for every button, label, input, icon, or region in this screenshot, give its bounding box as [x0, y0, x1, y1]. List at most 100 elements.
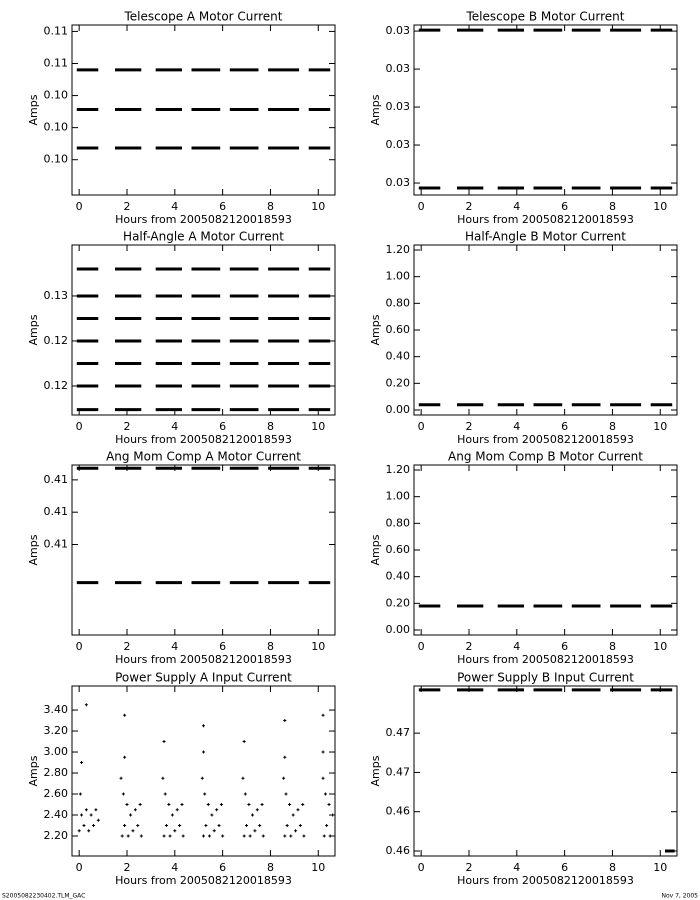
- data-point: [170, 813, 174, 817]
- data-point: [92, 824, 96, 828]
- data-point: [261, 834, 265, 838]
- x-tick-label: 0: [418, 420, 425, 433]
- data-point: [89, 813, 93, 817]
- plot-frame: [413, 24, 678, 196]
- y-tick-label: 0.12: [44, 334, 69, 347]
- y-tick-label: 0.20: [386, 596, 411, 609]
- x-tick-label: 6: [561, 200, 568, 213]
- y-axis-label: Amps: [27, 755, 40, 786]
- x-tick-label: 6: [219, 420, 226, 433]
- data-point: [294, 829, 298, 833]
- y-tick-label: 2.60: [44, 787, 69, 800]
- data-point: [288, 803, 292, 807]
- x-tick-label: 2: [465, 861, 472, 874]
- data-point: [325, 824, 329, 828]
- data-point: [96, 818, 100, 822]
- plot-frame: [413, 464, 678, 636]
- x-tick-label: 8: [267, 640, 274, 653]
- x-tick-label: 10: [653, 200, 667, 213]
- data-point: [202, 834, 205, 838]
- data-point: [164, 824, 168, 828]
- data-point: [206, 803, 210, 807]
- data-point: [121, 792, 125, 796]
- x-tick-label: 10: [311, 200, 325, 213]
- data-point: [131, 829, 135, 833]
- data-point: [253, 829, 257, 833]
- data-point: [203, 792, 207, 796]
- data-point: [282, 776, 286, 780]
- data-point: [258, 824, 262, 828]
- y-tick-label: 0.47: [386, 726, 411, 739]
- x-tick-label: 2: [123, 640, 130, 653]
- y-tick-label: 0.03: [386, 62, 411, 75]
- y-axis-label: Amps: [27, 314, 40, 345]
- data-point: [255, 808, 259, 812]
- data-point: [298, 824, 302, 828]
- data-point: [162, 834, 166, 838]
- x-tick-label: 6: [219, 200, 226, 213]
- x-tick-label: 6: [561, 861, 568, 874]
- y-tick-label: 0.60: [386, 323, 411, 336]
- data-point: [242, 834, 246, 838]
- y-tick-label: 0.03: [386, 24, 411, 37]
- data-point: [84, 808, 88, 812]
- y-tick-label: 3.40: [44, 703, 69, 716]
- data-point: [321, 713, 325, 717]
- x-tick-label: 4: [513, 861, 520, 874]
- data-point: [80, 813, 84, 817]
- x-tick-label: 2: [465, 640, 472, 653]
- data-point: [284, 792, 288, 796]
- data-point: [283, 755, 287, 759]
- data-point: [215, 808, 219, 812]
- data-point: [291, 813, 295, 817]
- data-point: [126, 834, 130, 838]
- y-tick-label: 0.00: [386, 623, 411, 636]
- x-tick-label: 8: [609, 861, 616, 874]
- data-point: [285, 824, 289, 828]
- x-tick-label: 8: [609, 640, 616, 653]
- data-point: [217, 824, 221, 828]
- x-tick-label: 2: [465, 420, 472, 433]
- data-point: [181, 834, 185, 838]
- y-tick-label: 0.60: [386, 543, 411, 556]
- x-tick-label: 0: [76, 861, 83, 874]
- data-point: [331, 813, 335, 817]
- data-point: [289, 834, 293, 838]
- data-point: [242, 740, 246, 744]
- plot-frame: [413, 244, 678, 416]
- data-point: [161, 776, 165, 780]
- x-tick-label: 4: [513, 200, 520, 213]
- data-point: [248, 834, 252, 838]
- data-point: [302, 834, 306, 838]
- y-axis-label: Amps: [27, 534, 40, 565]
- data-point: [321, 776, 325, 780]
- data-point: [162, 740, 166, 744]
- x-tick-label: 0: [418, 200, 425, 213]
- data-point: [168, 834, 172, 838]
- y-tick-label: 0.11: [44, 56, 69, 69]
- footer-right: Nov 7, 2005: [661, 893, 698, 900]
- x-tick-label: 4: [171, 640, 178, 653]
- data-point: [322, 834, 326, 838]
- y-tick-label: 1.00: [386, 270, 411, 283]
- data-point: [283, 719, 287, 723]
- chart-title: Ang Mom Comp A Motor Current: [106, 450, 301, 464]
- x-tick-label: 8: [267, 861, 274, 874]
- data-point: [133, 808, 137, 812]
- data-point: [175, 808, 179, 812]
- data-point: [136, 824, 140, 828]
- x-tick-label: 6: [219, 640, 226, 653]
- plot-frame: [71, 464, 336, 636]
- data-point: [138, 803, 142, 807]
- x-tick-label: 10: [311, 640, 325, 653]
- y-tick-label: 0.46: [386, 844, 411, 857]
- y-axis-label: Amps: [369, 94, 382, 125]
- chart-title: Telescope B Motor Current: [465, 10, 624, 24]
- x-tick-label: 2: [123, 420, 130, 433]
- x-axis-label: Hours from 2005082120018593: [115, 874, 292, 887]
- x-tick-label: 10: [653, 640, 667, 653]
- y-tick-label: 0.41: [44, 505, 69, 518]
- y-tick-label: 0.40: [386, 350, 411, 363]
- y-tick-label: 0.03: [386, 138, 411, 151]
- x-tick-label: 4: [513, 420, 520, 433]
